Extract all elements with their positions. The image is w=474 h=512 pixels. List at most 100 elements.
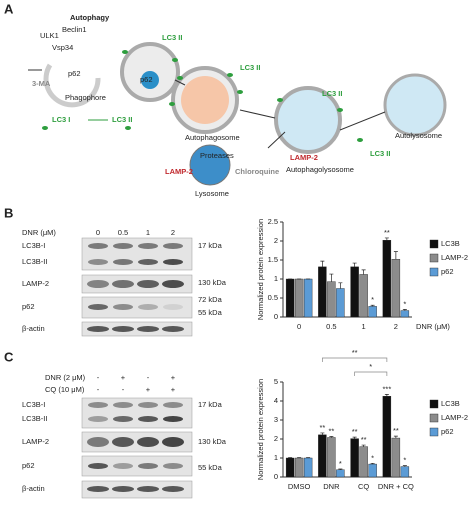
error-bar [394, 436, 398, 438]
marker-label: 17 kDa [198, 241, 223, 250]
bar [401, 311, 409, 317]
blot-band [113, 259, 133, 265]
diagram-label: p62 [140, 75, 153, 84]
x-tick-label: DNR [323, 482, 340, 491]
error-bar [362, 445, 366, 447]
comparison-label: ** [352, 348, 358, 357]
blot-band [87, 326, 109, 332]
legend-label: LC3B [441, 399, 460, 408]
bar [351, 439, 359, 477]
blot-band [88, 259, 108, 265]
treatment-label: DNR (μM) [22, 228, 56, 237]
bar [401, 467, 409, 477]
significance: * [339, 459, 342, 468]
error-bar [320, 433, 324, 435]
y-axis-label: Normalized protein expression [256, 379, 265, 480]
blot-band [113, 416, 133, 422]
row-label: LAMP-2 [22, 279, 49, 288]
diagram-label: LC3 I [52, 115, 70, 124]
row-label: p62 [22, 302, 35, 311]
blot-band [113, 402, 133, 408]
lane-sign: + [146, 385, 151, 394]
lane-label: 2 [171, 228, 175, 237]
x-tick-label: DMSO [288, 482, 311, 491]
legend-label: LAMP-2 [441, 253, 468, 262]
lane-sign: - [147, 373, 150, 382]
lane-sign: + [171, 373, 176, 382]
x-tick-label: CQ [358, 482, 369, 491]
error-bar [329, 274, 333, 282]
autolysosome [385, 75, 445, 135]
row-label: β-actin [22, 324, 45, 333]
bar [392, 438, 400, 477]
significance: * [371, 453, 374, 462]
treatment-label: DNR (2 μM) [45, 373, 86, 382]
blot-band [163, 243, 183, 249]
diagram-label: LC3 II [240, 63, 260, 72]
bar [369, 306, 377, 317]
blot-box [82, 238, 192, 270]
legend-label: LAMP-2 [441, 413, 468, 422]
blot-band [137, 326, 159, 332]
blot-band [88, 243, 108, 249]
bar [327, 437, 335, 477]
lane-sign: - [97, 385, 100, 394]
error-bar [362, 270, 366, 275]
significance: ** [328, 427, 334, 436]
y-tick-label: 4 [274, 396, 278, 405]
bar [286, 458, 294, 477]
diagram-label: LAMP-2 [290, 153, 318, 162]
blot-band [87, 486, 109, 492]
blot-band [163, 416, 183, 422]
y-tick-label: 2 [274, 434, 278, 443]
bar [383, 240, 391, 317]
row-label: LAMP-2 [22, 437, 49, 446]
marker-label: 130 kDa [198, 278, 227, 287]
blot-band [137, 486, 159, 492]
bar [286, 279, 294, 317]
diagram-label: Proteases [200, 151, 234, 160]
x-tick-label: 1 [362, 322, 366, 331]
y-tick-label: 3 [274, 415, 278, 424]
diagram-label: Phagophore [65, 93, 106, 102]
comparison-bracket [322, 358, 387, 362]
bar [351, 267, 359, 317]
blot-band [163, 259, 183, 265]
error-bar [385, 394, 389, 396]
diagram-label: LC3 II [322, 89, 342, 98]
diagram-label: Chloroquine [235, 167, 279, 176]
blot-band [113, 304, 133, 310]
diagram-label: LC3 II [162, 33, 182, 42]
y-tick-label: 5 [274, 377, 278, 386]
blot-band [138, 402, 158, 408]
y-tick-label: 0 [274, 312, 278, 321]
diagram-label: Autophagosome [185, 133, 240, 142]
panel-label: C [4, 349, 14, 364]
x-tick-label: 0.5 [326, 322, 336, 331]
row-label: p62 [22, 461, 35, 470]
diagram-label: Beclin1 [62, 25, 87, 34]
blot-band [138, 463, 158, 469]
significance: * [371, 295, 374, 304]
blot-band [163, 463, 183, 469]
row-label: LC3B-II [22, 257, 47, 266]
row-label: LC3B-I [22, 241, 45, 250]
significance: ** [352, 427, 358, 436]
blot-band [112, 280, 134, 288]
diagram-label: LC3 II [370, 149, 390, 158]
bar [383, 396, 391, 477]
blot-band [112, 486, 134, 492]
y-tick-label: 2.5 [268, 217, 278, 226]
comparison-label: * [369, 362, 372, 371]
significance: ** [319, 423, 325, 432]
diagram-label: Autophagolysosome [286, 165, 354, 174]
bar [295, 279, 303, 317]
blot-band [163, 304, 183, 310]
significance: * [403, 299, 406, 308]
bar [336, 470, 344, 477]
y-tick-label: 2 [274, 236, 278, 245]
y-tick-label: 0 [274, 472, 278, 481]
blot-band [138, 243, 158, 249]
diagram-label: Autolysosome [395, 131, 442, 140]
error-bar [338, 283, 342, 289]
